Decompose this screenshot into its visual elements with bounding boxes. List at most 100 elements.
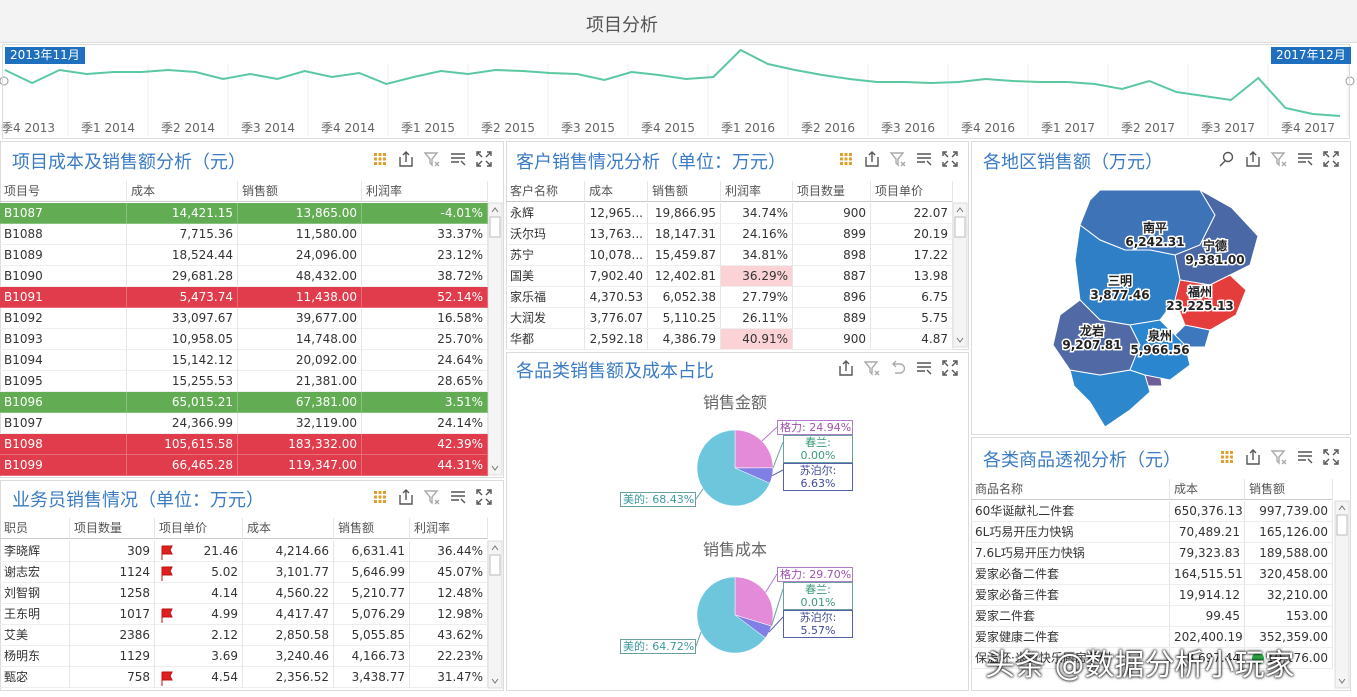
table-cell[interactable]: 谢志宏 bbox=[0, 562, 70, 583]
table-cell[interactable]: 4.87 bbox=[871, 329, 953, 350]
table-cell[interactable]: 2,356.52 bbox=[243, 667, 334, 688]
table-cell[interactable]: B1097 bbox=[0, 413, 127, 434]
table-cell[interactable]: B1094 bbox=[0, 350, 127, 371]
table-cell[interactable]: 2386 bbox=[70, 625, 155, 646]
table-cell[interactable]: 王东明 bbox=[0, 604, 70, 625]
table-cell[interactable]: 25.70% bbox=[362, 329, 488, 350]
table-cell[interactable]: 10,078... bbox=[585, 245, 648, 266]
toolbar-icon[interactable] bbox=[1270, 152, 1287, 167]
toolbar-icon[interactable] bbox=[1323, 151, 1339, 167]
table-cell[interactable]: B1095 bbox=[0, 371, 127, 392]
table-cell[interactable]: 2.12 bbox=[155, 625, 243, 646]
toolbar-icon[interactable] bbox=[451, 491, 466, 504]
table-cell[interactable]: 永辉 bbox=[506, 203, 585, 224]
table-cell[interactable]: 899 bbox=[793, 224, 871, 245]
table-cell[interactable]: 65,015.21 bbox=[127, 392, 238, 413]
table-cell[interactable]: 33.37% bbox=[362, 224, 488, 245]
table-cell[interactable]: 202,400.19 bbox=[1170, 627, 1245, 648]
toolbar-icon[interactable] bbox=[1221, 451, 1233, 463]
toolbar-icon[interactable] bbox=[423, 152, 440, 167]
table-cell[interactable]: -4.01% bbox=[362, 203, 488, 224]
toolbar-icon[interactable] bbox=[1298, 153, 1313, 166]
table-cell[interactable]: 189,588.00 bbox=[1245, 543, 1333, 564]
table-cell[interactable]: 大润发 bbox=[506, 308, 585, 329]
table-cell[interactable]: 4.14 bbox=[155, 583, 243, 604]
toolbar-icon[interactable] bbox=[1270, 450, 1287, 465]
table-cell[interactable]: 896 bbox=[793, 287, 871, 308]
table-cell[interactable]: 21.46 bbox=[155, 541, 243, 562]
table-cell[interactable]: 24,096.00 bbox=[238, 245, 362, 266]
table-cell[interactable]: 352,359.00 bbox=[1245, 627, 1333, 648]
table-cell[interactable]: 758 bbox=[70, 667, 155, 688]
map-region[interactable] bbox=[1052, 299, 1141, 376]
table-cell[interactable]: 24,366.99 bbox=[127, 413, 238, 434]
scroll-thumb[interactable] bbox=[1336, 514, 1348, 536]
table-cell[interactable]: 32,119.00 bbox=[238, 413, 362, 434]
table-cell[interactable]: 20.19 bbox=[871, 224, 953, 245]
table-cell[interactable]: 李晓辉 bbox=[0, 541, 70, 562]
table-cell[interactable]: B1090 bbox=[0, 266, 127, 287]
toolbar-icon[interactable] bbox=[1298, 451, 1313, 464]
scroll-thumb[interactable] bbox=[489, 554, 501, 576]
table-cell[interactable]: 11,580.00 bbox=[238, 224, 362, 245]
pie-slice[interactable] bbox=[696, 429, 771, 507]
table-cell[interactable]: 爱家必备三件套 bbox=[971, 585, 1170, 606]
table-cell[interactable]: 19,914.12 bbox=[1170, 585, 1245, 606]
table-cell[interactable]: 3,101.77 bbox=[243, 562, 334, 583]
table-cell[interactable]: 22.07 bbox=[871, 203, 953, 224]
toolbar-icon[interactable] bbox=[399, 151, 413, 167]
table-cell[interactable]: 爱家必备二件套 bbox=[971, 564, 1170, 585]
table-cell[interactable]: 38.72% bbox=[362, 266, 488, 287]
table-cell[interactable]: 5,055.85 bbox=[334, 625, 410, 646]
toolbar-icon[interactable] bbox=[889, 152, 906, 167]
table-cell[interactable]: 24.14% bbox=[362, 413, 488, 434]
scrollbar[interactable] bbox=[952, 202, 968, 348]
map-region[interactable] bbox=[1129, 319, 1191, 381]
table-cell[interactable]: 33,097.67 bbox=[127, 308, 238, 329]
table-cell[interactable]: 5,646.99 bbox=[334, 562, 410, 583]
table-cell[interactable]: 华都 bbox=[506, 329, 585, 350]
table-cell[interactable]: 15,459.87 bbox=[648, 245, 721, 266]
table-cell[interactable]: 3,438.77 bbox=[334, 667, 410, 688]
table-cell[interactable]: 1129 bbox=[70, 646, 155, 667]
table-cell[interactable]: 2,850.58 bbox=[243, 625, 334, 646]
table-cell[interactable]: 34.81% bbox=[721, 245, 793, 266]
table-cell[interactable]: 爱家二件套 bbox=[971, 606, 1170, 627]
table-cell[interactable]: 杨明东 bbox=[0, 646, 70, 667]
table-cell[interactable]: 66,465.28 bbox=[127, 455, 238, 476]
table-cell[interactable]: 165,126.00 bbox=[1245, 522, 1333, 543]
table-cell[interactable]: 105,615.58 bbox=[127, 434, 238, 455]
table-cell[interactable]: 21,381.00 bbox=[238, 371, 362, 392]
table-cell[interactable]: 12.98% bbox=[410, 604, 488, 625]
table-cell[interactable]: 爱家健康二件套 bbox=[971, 627, 1170, 648]
table-cell[interactable]: 刘智钢 bbox=[0, 583, 70, 604]
table-cell[interactable]: 5.02 bbox=[155, 562, 243, 583]
timeline-handle[interactable] bbox=[1345, 76, 1355, 86]
table-cell[interactable]: 36.44% bbox=[410, 541, 488, 562]
table-cell[interactable]: 900 bbox=[793, 329, 871, 350]
table-cell[interactable]: B1087 bbox=[0, 203, 127, 224]
table-cell[interactable]: 24.64% bbox=[362, 350, 488, 371]
table-cell[interactable]: B1089 bbox=[0, 245, 127, 266]
map-region[interactable] bbox=[1174, 274, 1247, 331]
toolbar-icon[interactable] bbox=[840, 153, 852, 165]
table-cell[interactable]: 4,214.66 bbox=[243, 541, 334, 562]
table-cell[interactable]: 43.62% bbox=[410, 625, 488, 646]
table-cell[interactable]: 52.14% bbox=[362, 287, 488, 308]
table-cell[interactable]: 8,697.44 bbox=[1170, 648, 1245, 669]
table-cell[interactable]: 1017 bbox=[70, 604, 155, 625]
toolbar-icon[interactable] bbox=[917, 362, 932, 375]
table-cell[interactable]: 家乐福 bbox=[506, 287, 585, 308]
table-cell[interactable]: 18,147.31 bbox=[648, 224, 721, 245]
table-cell[interactable]: 153.00 bbox=[1245, 606, 1333, 627]
table-cell[interactable]: 沃尔玛 bbox=[506, 224, 585, 245]
table-cell[interactable]: 7,715.36 bbox=[127, 224, 238, 245]
table-cell[interactable]: 36.29% bbox=[721, 266, 793, 287]
table-cell[interactable]: 42.39% bbox=[362, 434, 488, 455]
table-cell[interactable]: 艾美 bbox=[0, 625, 70, 646]
table-cell[interactable]: 4.54 bbox=[155, 667, 243, 688]
table-cell[interactable]: 4,386.79 bbox=[648, 329, 721, 350]
table-cell[interactable]: 889 bbox=[793, 308, 871, 329]
table-cell[interactable]: 6.75 bbox=[871, 287, 953, 308]
table-cell[interactable]: 29,681.28 bbox=[127, 266, 238, 287]
